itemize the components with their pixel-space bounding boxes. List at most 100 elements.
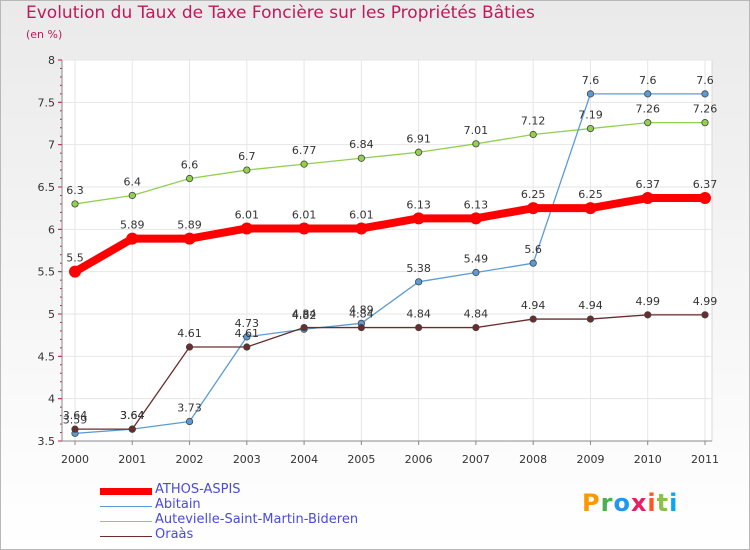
data-point-3 [529,315,537,323]
data-label-1: 5.49 [464,253,489,266]
legend-swatch-autevielle [100,521,152,522]
x-tick-label: 2002 [176,453,204,466]
data-point-1 [243,333,251,341]
data-label-3: 3.64 [120,409,145,422]
data-point-3 [586,315,595,323]
data-label-2: 6.91 [406,132,431,145]
data-point-2 [71,200,79,208]
chart-subtitle: (en %) [26,28,63,41]
data-label-3: 4.84 [406,308,431,321]
data-point-3 [357,323,365,332]
grid-layer [61,59,713,442]
data-label-1: 3.59 [63,413,88,426]
x-tick-label: 2011 [691,453,719,466]
legend-swatch-oraas [100,536,152,537]
data-point-2 [644,119,652,127]
y-tick-label: 4.5 [38,350,56,363]
data-label-3: 4.84 [464,308,489,321]
data-label-1: 7.6 [639,74,657,87]
data-label-0: 6.01 [292,208,317,221]
legend-label-autevielle: Autevielle-Saint-Martin-Bideren [155,512,359,527]
data-label-1: 4.89 [349,303,374,316]
series-line-1 [74,93,705,435]
data-point-1 [185,417,194,426]
data-point-0 [469,212,482,225]
data-point-2 [415,148,423,156]
data-label-2: 6.3 [66,184,84,197]
legend-label-oraas: Oraàs [155,527,194,542]
data-point-0 [126,232,139,245]
x-tick-label: 2003 [233,453,261,466]
data-label-0: 5.5 [66,252,84,265]
data-label-1: 3.73 [177,402,202,415]
series-layer [69,90,711,437]
series-line-3 [75,314,705,430]
data-point-2 [357,154,365,162]
data-point-0 [298,222,311,235]
data-point-2 [128,191,136,200]
data-label-0: 6.25 [521,188,546,201]
data-label-2: 6.6 [181,159,199,172]
data-label-2: 7.26 [635,103,660,116]
data-point-2 [185,174,194,183]
data-label-0: 5.89 [177,219,202,232]
x-tick-label: 2004 [290,453,318,466]
data-label-0: 5.89 [120,219,145,232]
data-point-1 [586,90,595,98]
proxiti-logo: Proxiti [582,489,679,517]
legend-swatch-abitain [100,506,152,507]
legend-label-abitain: Abitain [155,497,201,512]
x-tick-label: 2001 [118,453,146,466]
data-label-0: 6.13 [464,198,489,211]
data-label-3: 4.94 [578,299,603,312]
data-label-0: 6.01 [349,208,374,221]
data-label-2: 6.77 [292,144,317,157]
data-point-2 [472,140,480,148]
data-label-2: 6.7 [238,150,256,163]
data-point-3 [128,425,136,433]
data-label-0: 6.37 [693,178,718,191]
data-label-2: 7.12 [521,115,546,128]
legend-swatch-athos-aspis [100,488,152,495]
x-tick-label: 2005 [347,453,375,466]
data-point-1 [472,268,480,277]
x-tick-label: 2006 [405,453,433,466]
chart-title: Evolution du Taux de Taxe Foncière sur l… [26,3,535,23]
data-point-0 [699,192,711,205]
y-tick-label: 6.5 [38,181,56,194]
data-label-0: 6.25 [578,188,603,201]
data-point-1 [701,90,709,98]
data-point-1 [529,259,537,267]
data-label-3: 4.61 [177,327,202,340]
data-label-3: 4.84 [349,308,374,321]
y-tick-label: 5.5 [38,266,56,279]
data-label-0: 6.37 [635,178,660,191]
data-label-1: 4.82 [292,309,317,322]
data-label-2: 7.26 [693,103,718,116]
data-point-3 [472,323,480,332]
data-point-1 [644,90,652,98]
y-tick-label: 7 [48,139,55,152]
data-point-0 [69,265,81,278]
data-point-3 [701,311,709,319]
plot-background [61,59,713,442]
data-label-2: 6.84 [349,138,374,151]
data-label-2: 6.4 [124,175,142,188]
series-line-2 [74,122,705,205]
legend-label-athos-aspis: ATHOS-ASPIS [155,482,241,497]
data-point-3 [300,323,308,332]
data-point-0 [240,222,253,235]
data-label-1: 7.6 [582,74,600,87]
x-tick-label: 2010 [634,453,662,466]
data-point-0 [183,232,196,245]
data-point-2 [300,160,308,168]
data-point-3 [243,343,251,351]
data-label-3: 4.84 [292,308,317,321]
data-label-1: 3.64 [120,409,145,422]
data-point-0 [584,202,597,215]
x-tick-label: 2008 [519,453,547,466]
data-point-2 [243,166,251,174]
data-point-3 [185,343,194,351]
y-tick-label: 6 [48,223,55,236]
data-label-2: 7.19 [578,109,603,122]
